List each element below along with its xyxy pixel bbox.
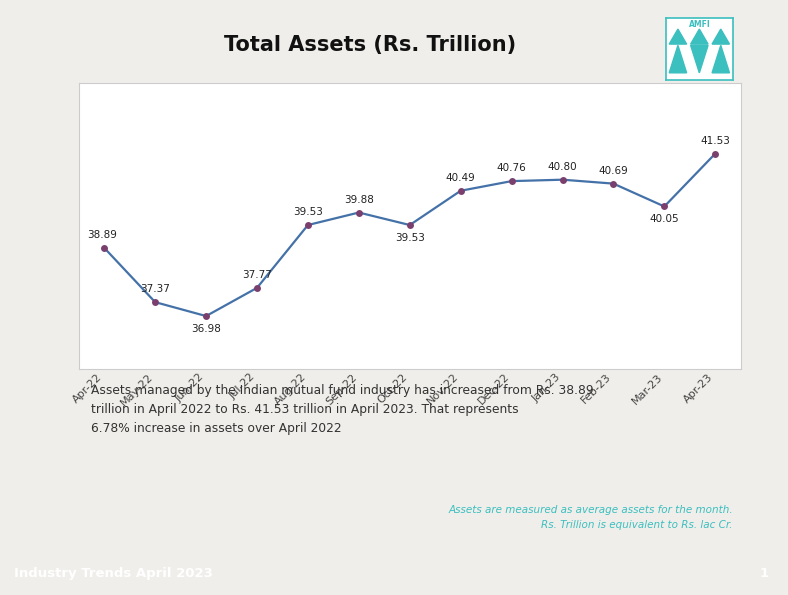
Text: 40.80: 40.80 xyxy=(548,162,578,172)
Polygon shape xyxy=(669,29,686,44)
Text: 39.53: 39.53 xyxy=(293,207,323,217)
Polygon shape xyxy=(712,45,730,73)
Text: 39.53: 39.53 xyxy=(395,233,425,243)
Polygon shape xyxy=(669,45,686,73)
Text: 37.77: 37.77 xyxy=(242,270,272,280)
Text: 41.53: 41.53 xyxy=(701,136,730,146)
Text: 37.37: 37.37 xyxy=(140,284,170,295)
Text: 40.49: 40.49 xyxy=(446,173,475,183)
Text: Total Assets (Rs. Trillion): Total Assets (Rs. Trillion) xyxy=(225,35,516,55)
Text: Industry Trends April 2023: Industry Trends April 2023 xyxy=(14,567,213,580)
Polygon shape xyxy=(712,29,730,44)
Text: Rs. Trillion is equivalent to Rs. lac Cr.: Rs. Trillion is equivalent to Rs. lac Cr… xyxy=(541,519,733,530)
Text: 1: 1 xyxy=(759,567,768,580)
Polygon shape xyxy=(690,45,708,73)
Text: 38.89: 38.89 xyxy=(87,230,117,240)
Text: 36.98: 36.98 xyxy=(191,324,221,334)
Text: Assets are measured as average assets for the month.: Assets are measured as average assets fo… xyxy=(448,505,733,515)
Text: Assets managed by the Indian mutual fund industry has increased from Rs. 38.89
t: Assets managed by the Indian mutual fund… xyxy=(91,384,593,435)
Text: AMFI: AMFI xyxy=(689,20,710,29)
Text: 40.69: 40.69 xyxy=(599,166,628,176)
Text: 39.88: 39.88 xyxy=(344,195,374,205)
Polygon shape xyxy=(690,29,708,44)
Text: 40.05: 40.05 xyxy=(649,214,679,224)
Text: 40.76: 40.76 xyxy=(496,163,526,173)
